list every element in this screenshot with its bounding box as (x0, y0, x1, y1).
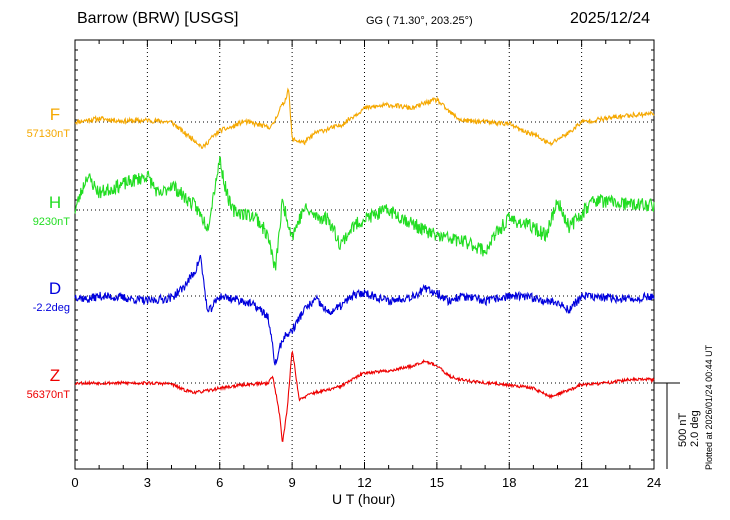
plotted-timestamp: Plotted at 2026/01/24 00:44 UT (704, 344, 714, 470)
x-tick-label: 9 (289, 475, 296, 490)
x-tick-label: 6 (216, 475, 223, 490)
scale-bar (654, 382, 680, 469)
channel-baseline-H: 9230nT (33, 216, 71, 228)
x-tick-label: 0 (71, 475, 78, 490)
channel-name-F: F (50, 105, 60, 124)
plot-date: 2025/12/24 (570, 10, 651, 27)
channel-name-H: H (49, 193, 61, 212)
trace-Z (74, 350, 655, 442)
trace-D (74, 254, 655, 366)
trace-H (74, 155, 655, 271)
station-title: Barrow (BRW) [USGS] (77, 10, 239, 27)
x-tick-label: 21 (574, 475, 588, 490)
channel-baseline-D: -2.2deg (33, 302, 70, 314)
x-tick-label: 3 (144, 475, 151, 490)
channel-baseline-F: 57130nT (27, 128, 71, 140)
channel-name-D: D (49, 279, 61, 298)
station-coordinates: GG ( 71.30°, 203.25°) (366, 15, 473, 27)
channel-name-Z: Z (50, 366, 60, 385)
trace-F (74, 87, 655, 149)
x-tick-label: 12 (357, 475, 371, 490)
x-tick-label: 18 (502, 475, 516, 490)
grid-lines (75, 40, 654, 469)
series-traces (74, 87, 655, 442)
channel-labels: F 57130nT H 9230nT D -2.2deg Z 56370nT (27, 105, 71, 401)
scale-nt-label: 500 nT (677, 412, 689, 447)
x-axis-label: U T (hour) (332, 491, 396, 507)
x-tick-label: 24 (647, 475, 661, 490)
scale-deg-label: 2.0 deg (689, 410, 701, 447)
x-tick-label: 15 (430, 475, 444, 490)
channel-baseline-Z: 56370nT (27, 389, 71, 401)
axis-ticks (74, 40, 655, 469)
x-tick-labels: 0 3 6 9 12 15 18 21 24 (71, 475, 661, 490)
